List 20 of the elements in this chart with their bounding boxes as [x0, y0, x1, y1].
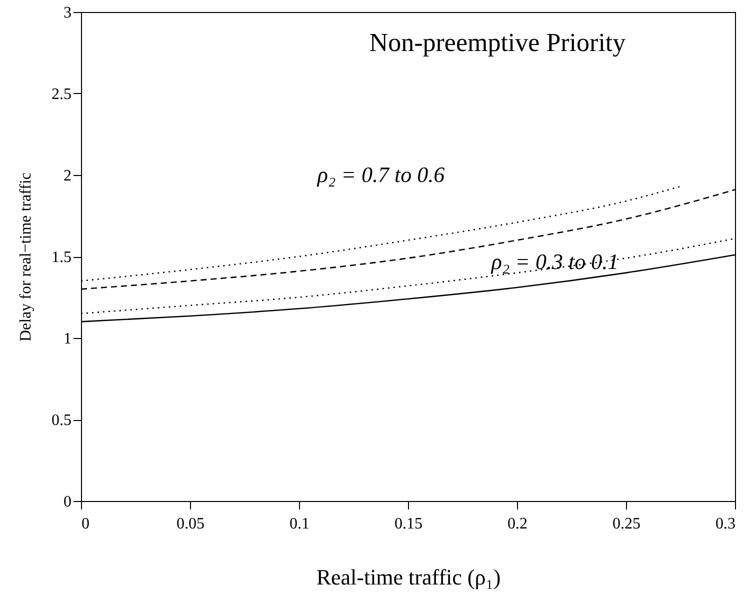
x-tick-label: 0.15 — [394, 516, 422, 532]
y-axis-title: Delay for real−time traffic — [18, 172, 34, 342]
x-tick-label: 0.1 — [290, 516, 310, 532]
x-tick-label: 0.25 — [612, 516, 640, 532]
y-tick-label: 2.5 — [52, 86, 72, 103]
y-tick-label: 1.5 — [52, 249, 72, 266]
y-tick-label: 2 — [64, 168, 72, 184]
line-series — [80, 186, 682, 282]
annotation: ρ₂ = 0.7 to 0.6 — [316, 162, 445, 187]
x-tick-label: 0.05 — [176, 516, 204, 532]
x-tick-label: 0 — [82, 516, 90, 532]
y-tick-label: 1 — [64, 330, 72, 348]
x-tick-label: 0.2 — [508, 516, 528, 532]
y-tick-label: 3 — [64, 4, 72, 22]
text: Non-preemptive Priority — [369, 28, 626, 57]
x-tick-label: 0.3 — [716, 516, 736, 532]
x-axis-title: Real-time traffic (ρ₁) — [316, 564, 501, 590]
y-tick-label: 0 — [64, 494, 72, 510]
annotation: ρ₂ = 0.3 to 0.1 — [490, 249, 619, 274]
y-tick-label: 0.5 — [52, 412, 72, 429]
